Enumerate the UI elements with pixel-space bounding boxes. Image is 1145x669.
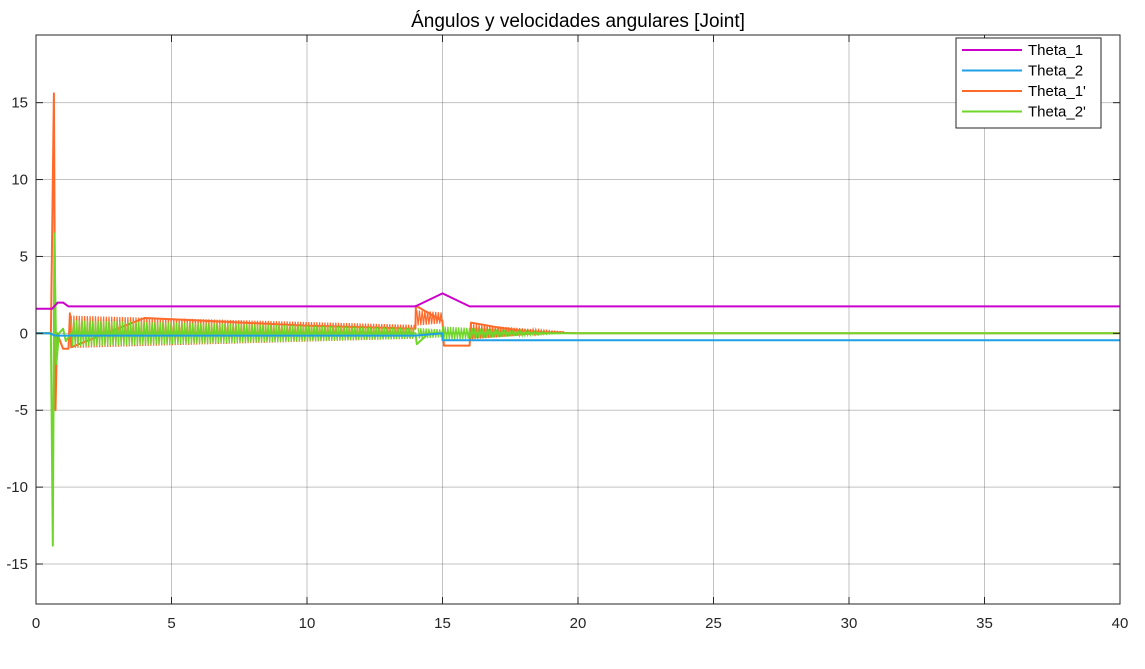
y-tick-label: -5 bbox=[15, 402, 28, 419]
legend-box bbox=[955, 37, 1102, 129]
series-oscillation-band bbox=[70, 320, 415, 347]
x-tick-label: 30 bbox=[841, 615, 858, 632]
y-tick-label: 10 bbox=[11, 172, 28, 189]
y-tick-label: 0 bbox=[20, 325, 28, 342]
y-axis-ticks: -15 -10 -5 0 5 10 15 bbox=[6, 95, 1120, 573]
x-tick-label: 0 bbox=[32, 615, 40, 632]
series-theta-2- bbox=[36, 232, 1120, 547]
y-tick-label: -15 bbox=[6, 556, 28, 573]
plot-area bbox=[36, 35, 1120, 604]
x-tick-label: 20 bbox=[570, 615, 587, 632]
y-tick-label: -10 bbox=[6, 479, 28, 496]
x-tick-label: 35 bbox=[976, 615, 993, 632]
series-theta-2 bbox=[36, 332, 1120, 342]
y-tick-label: 5 bbox=[20, 248, 28, 265]
legend-label: Theta_2' bbox=[1028, 104, 1086, 121]
x-tick-label: 5 bbox=[167, 615, 175, 632]
legend: Theta_1 Theta_2 Theta_1' Theta_2' bbox=[955, 37, 1102, 129]
series-oscillation-band bbox=[441, 326, 565, 341]
legend-label: Theta_1 bbox=[1028, 42, 1083, 59]
x-tick-label: 25 bbox=[705, 615, 722, 632]
legend-label: Theta_1' bbox=[1028, 83, 1086, 100]
series-line bbox=[36, 332, 1120, 342]
series-line bbox=[36, 232, 1120, 547]
legend-label: Theta_2 bbox=[1028, 63, 1083, 80]
y-tick-label: 15 bbox=[11, 95, 28, 112]
series-layer bbox=[36, 92, 1120, 547]
series-oscillation-band bbox=[416, 310, 443, 326]
x-tick-label: 40 bbox=[1112, 615, 1129, 632]
series-line bbox=[36, 292, 1120, 310]
x-axis-ticks: 0 5 10 15 20 25 30 35 40 bbox=[32, 35, 1129, 632]
series-theta-1 bbox=[36, 292, 1120, 310]
x-tick-label: 10 bbox=[299, 615, 316, 632]
chart-title: Ángulos y velocidades angulares [Joint] bbox=[411, 11, 745, 32]
x-tick-label: 15 bbox=[434, 615, 451, 632]
